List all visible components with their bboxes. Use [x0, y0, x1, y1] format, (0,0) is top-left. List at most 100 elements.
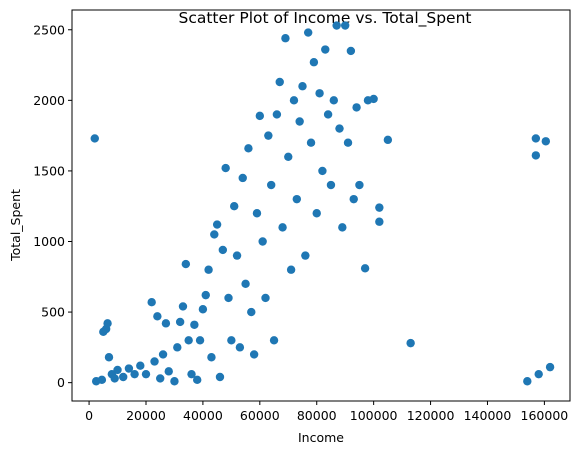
data-point [212, 220, 222, 229]
data-point [531, 151, 541, 160]
data-point [130, 369, 139, 379]
data-point [252, 209, 262, 218]
data-point [295, 117, 304, 126]
data-point [355, 180, 364, 190]
data-point [156, 374, 165, 383]
data-point [141, 369, 151, 379]
data-point [230, 202, 239, 211]
x-tick-label: 20000 [126, 408, 166, 423]
data-point [97, 375, 107, 385]
y-tick-label: 500 [41, 305, 65, 320]
data-point [153, 312, 162, 321]
data-point [181, 259, 191, 269]
data-point [221, 163, 230, 173]
data-points-group [90, 21, 555, 386]
data-point [267, 180, 276, 190]
data-point [292, 194, 302, 204]
data-point [534, 369, 543, 379]
x-tick-label: 140000 [464, 408, 512, 423]
data-point [247, 307, 256, 317]
data-point [306, 138, 316, 147]
data-point [235, 343, 245, 352]
data-point [335, 124, 344, 133]
data-point [255, 111, 265, 121]
x-tick-label: 100000 [350, 408, 398, 423]
data-point [406, 338, 415, 348]
data-point [312, 209, 321, 218]
y-tick-label: 1500 [33, 163, 65, 178]
y-tick-label: 1000 [33, 234, 65, 249]
data-point [241, 279, 250, 289]
y-tick-label: 2000 [33, 93, 65, 108]
data-point [264, 131, 273, 140]
data-point [523, 377, 532, 386]
data-point [173, 343, 182, 352]
data-point [269, 336, 279, 345]
data-point [104, 353, 114, 362]
data-point [369, 94, 378, 104]
data-point [198, 305, 208, 314]
data-point [531, 134, 541, 143]
chart-title: Scatter Plot of Income vs. Total_Spent [179, 9, 472, 28]
data-point [349, 194, 358, 204]
data-point [204, 265, 213, 274]
data-point [541, 137, 551, 146]
x-tick-label: 80000 [297, 408, 337, 423]
data-point [175, 317, 185, 327]
data-point [309, 58, 319, 67]
data-point [195, 336, 205, 345]
data-point [286, 265, 296, 274]
data-point [281, 34, 290, 43]
data-point [275, 77, 284, 87]
data-point [298, 82, 307, 91]
data-point [193, 375, 202, 385]
data-point [184, 336, 193, 345]
data-point [227, 336, 236, 345]
data-point [113, 365, 122, 375]
plot-frame [71, 9, 571, 402]
data-point [326, 180, 336, 190]
data-point [303, 28, 313, 37]
data-point [375, 203, 384, 212]
data-point [278, 223, 287, 232]
data-point [272, 110, 282, 119]
y-tick-label: 0 [57, 375, 65, 390]
data-point [323, 110, 333, 119]
data-point [187, 369, 196, 379]
data-point [119, 372, 128, 382]
data-point [170, 377, 179, 386]
data-point [103, 319, 112, 328]
data-point [340, 21, 350, 30]
data-point [90, 134, 99, 143]
data-point [249, 350, 259, 359]
data-point [207, 353, 216, 362]
data-point [218, 245, 228, 255]
data-point [545, 362, 555, 372]
data-point [329, 96, 339, 105]
y-axis-label: Total_Spent [8, 189, 23, 262]
x-tick-label: 120000 [407, 408, 455, 423]
data-point [332, 21, 341, 30]
data-point [150, 357, 159, 366]
data-point [110, 374, 119, 383]
data-point [261, 293, 270, 303]
data-point [315, 89, 324, 98]
x-tick-label: 0 [85, 408, 93, 423]
data-point [164, 367, 173, 376]
x-tick-label: 40000 [183, 408, 223, 423]
data-point [210, 230, 219, 239]
x-axis-label: Income [298, 430, 344, 445]
data-point [375, 217, 384, 226]
y-axis-ticks: 0 500 1000 1500 2000 2500 [33, 22, 72, 390]
data-point [178, 302, 188, 311]
data-point [321, 45, 330, 54]
data-point [383, 135, 393, 145]
data-point [147, 297, 156, 307]
data-point [338, 223, 347, 232]
data-point [215, 372, 225, 382]
data-point [232, 251, 242, 260]
data-point [190, 320, 199, 329]
data-point [346, 46, 356, 56]
data-point [301, 251, 310, 260]
data-point [224, 293, 233, 303]
